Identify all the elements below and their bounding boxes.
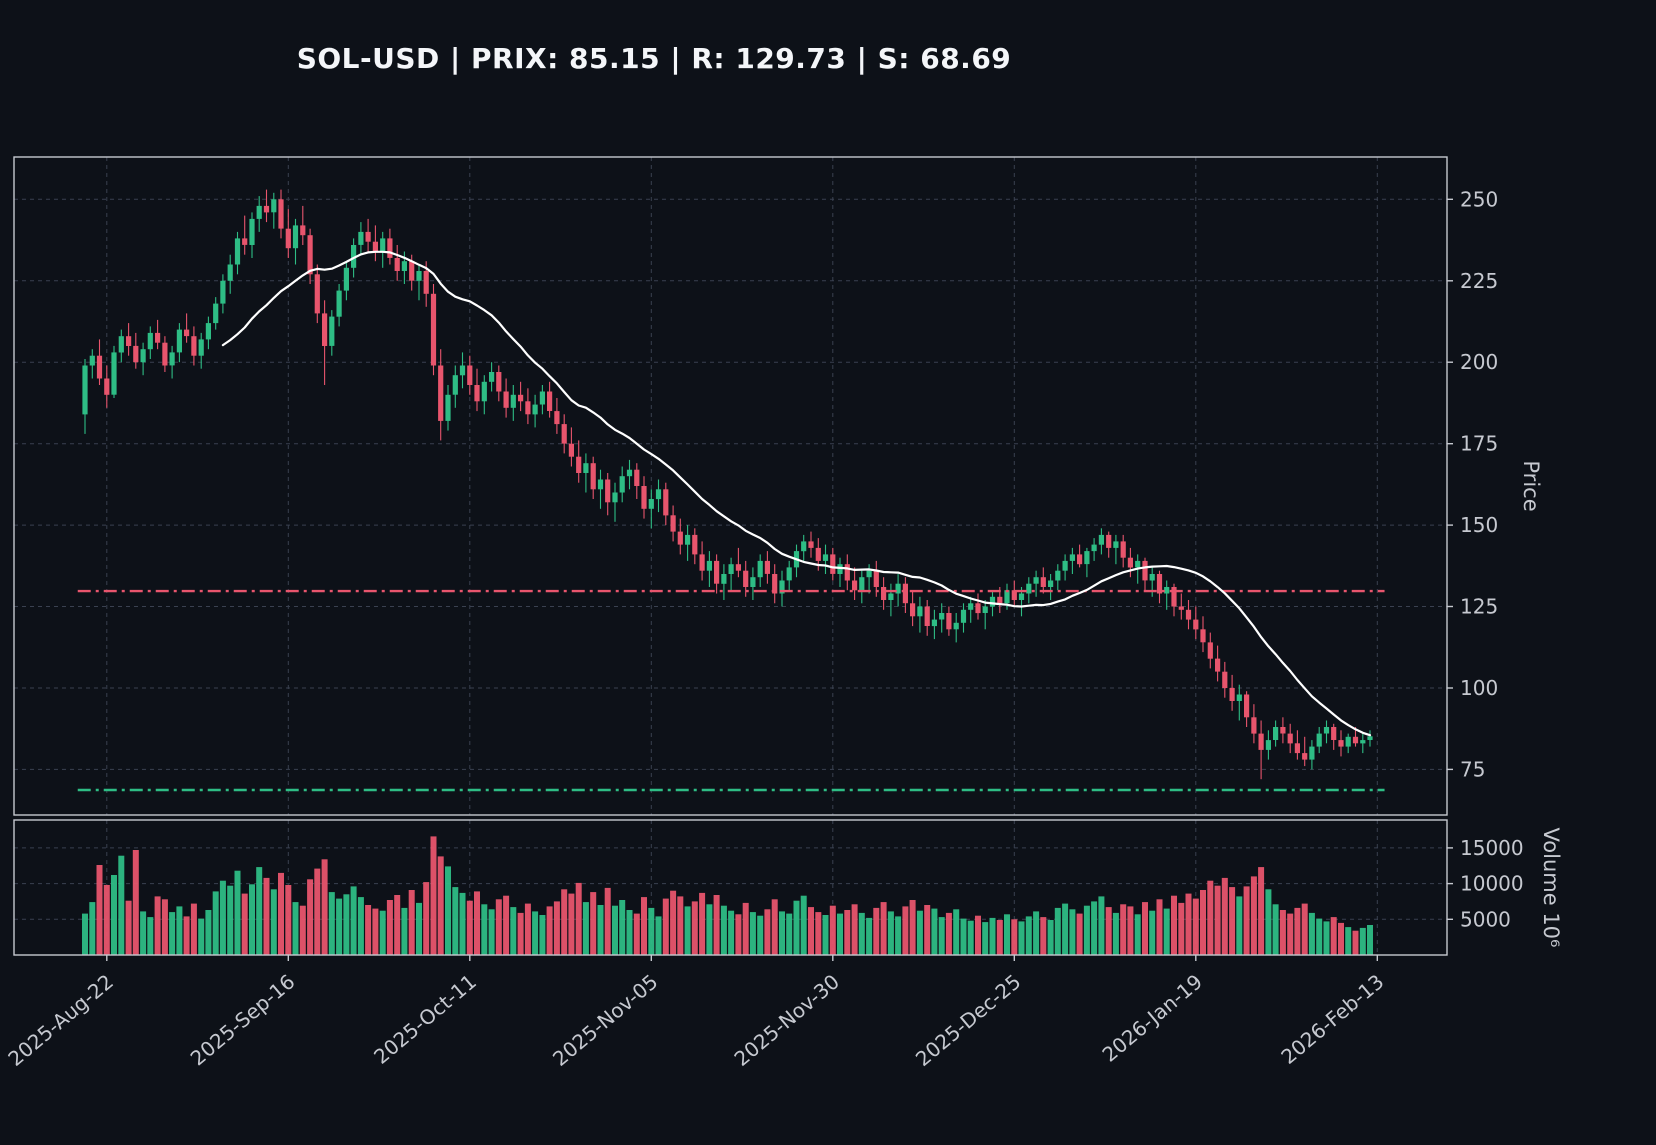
price-tick-label: 100 — [1460, 676, 1498, 700]
candles-layer — [82, 189, 1373, 780]
price-axis-label: Price — [1519, 460, 1543, 511]
frame-layer — [13, 156, 1448, 956]
volume-axis-label: Volume 10⁶ — [1539, 828, 1563, 948]
date-tick-label: 2026-Feb-13 — [1276, 969, 1388, 1069]
price-tick-label: 250 — [1460, 187, 1498, 211]
date-tick-label: 2025-Aug-22 — [3, 969, 118, 1071]
price-tick-label: 225 — [1460, 269, 1498, 293]
price-panel-frame — [13, 156, 1448, 816]
date-tick-label: 2025-Nov-30 — [730, 969, 844, 1070]
moving-average-line — [221, 250, 1372, 737]
chart-title: SOL-USD | PRIX: 85.15 | R: 129.73 | S: 6… — [296, 42, 1012, 75]
volume-tick-label: 15000 — [1460, 836, 1524, 860]
price-tick-label: 75 — [1460, 757, 1485, 781]
volume-tick-label: 5000 — [1460, 907, 1511, 931]
price-tick-label: 125 — [1460, 595, 1498, 619]
date-tick-label: 2025-Sep-16 — [186, 969, 300, 1070]
volume-layer — [82, 836, 1373, 955]
price-tick-label: 150 — [1460, 513, 1498, 537]
volume-panel-frame — [13, 819, 1448, 956]
date-tick-label: 2025-Dec-25 — [911, 969, 1026, 1071]
date-tick-label: 2026-Jan-19 — [1098, 969, 1207, 1066]
volume-tick-label: 10000 — [1460, 872, 1524, 896]
price-tick-label: 200 — [1460, 350, 1498, 374]
levels-layer — [77, 589, 1385, 792]
date-tick-label: 2025-Nov-05 — [548, 969, 662, 1070]
date-tick-label: 2025-Oct-11 — [369, 969, 481, 1068]
price-tick-label: 175 — [1460, 432, 1498, 456]
